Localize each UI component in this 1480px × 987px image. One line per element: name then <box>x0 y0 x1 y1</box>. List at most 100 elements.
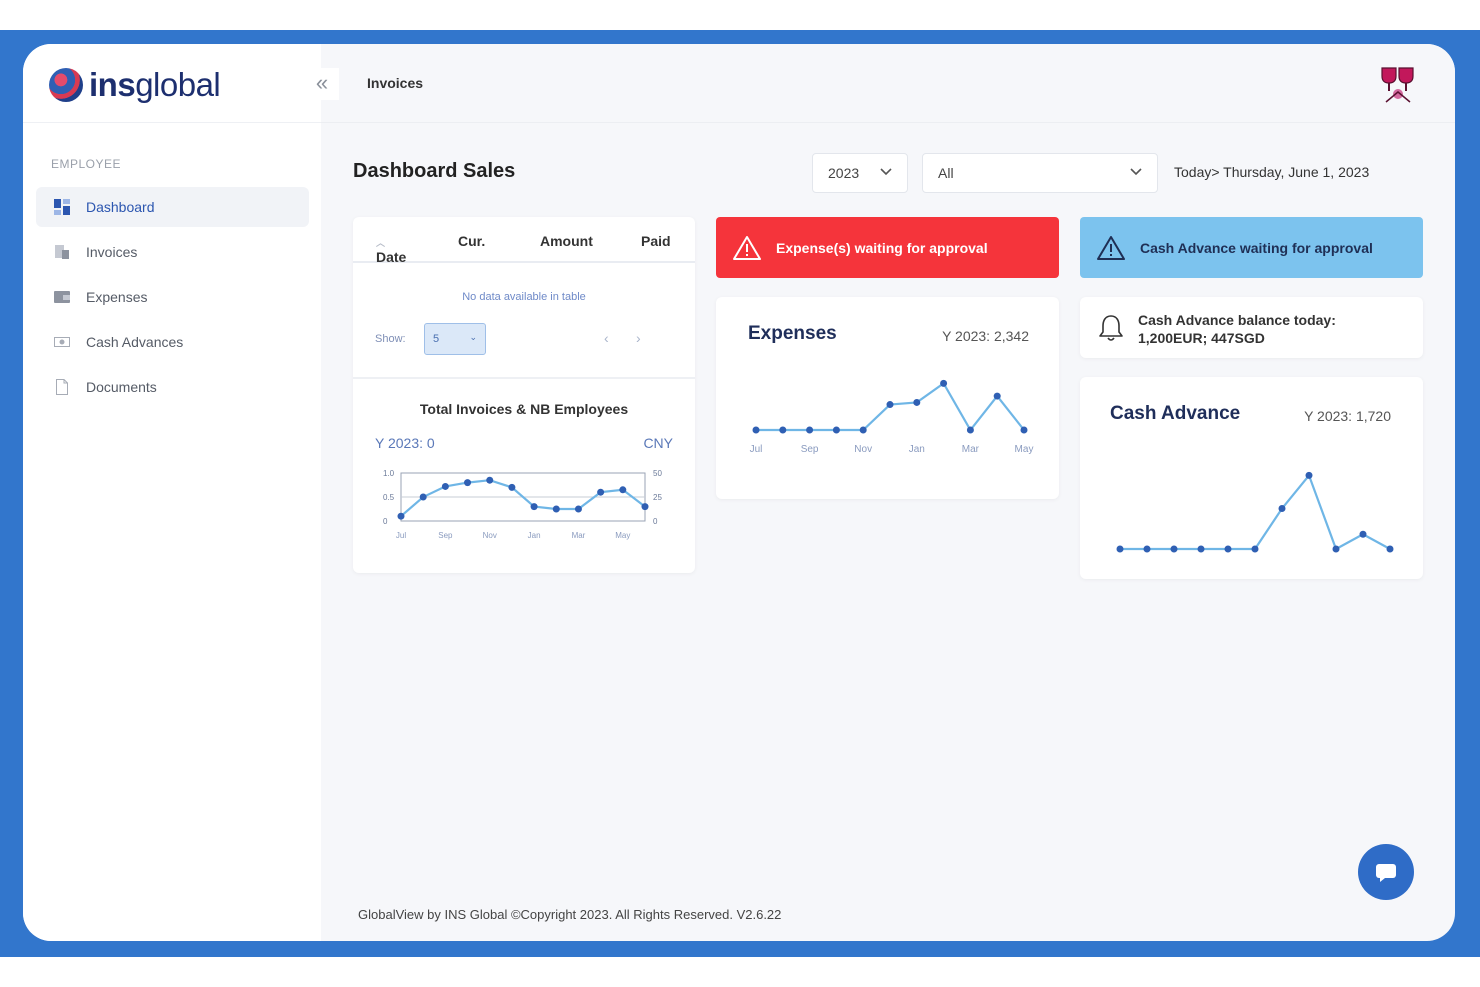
chat-button[interactable] <box>1358 844 1414 900</box>
sidebar-item-label: Cash Advances <box>86 334 184 350</box>
x-tick-label: Jul <box>750 444 763 455</box>
warning-icon <box>1097 235 1125 260</box>
document-icon <box>54 379 70 395</box>
y-tick-label-left: 0.5 <box>383 493 395 502</box>
data-point <box>1170 545 1178 553</box>
totals-year-value: Y 2023: 0 <box>375 435 435 451</box>
data-point <box>806 426 814 434</box>
previous-page-button[interactable]: ‹ <box>604 330 609 346</box>
cash-icon <box>54 334 70 350</box>
brand-logo[interactable]: insglobal <box>49 66 221 104</box>
page-size-select[interactable]: 5 ⌄ <box>424 323 486 355</box>
page-size-label: Show: <box>375 333 406 345</box>
data-point <box>486 476 494 484</box>
data-point <box>464 479 472 487</box>
topbar: Invoices <box>321 44 1455 123</box>
expenses-approval-alert[interactable]: Expense(s) waiting for approval <box>716 217 1059 278</box>
warning-icon <box>733 235 761 260</box>
expenses-year-value: Y 2023: 2,342 <box>942 328 1029 344</box>
today-date: Today> Thursday, June 1, 2023 <box>1174 164 1370 180</box>
collapse-sidebar-button[interactable]: « <box>305 68 339 100</box>
dashboard-icon <box>54 199 70 215</box>
data-point <box>530 503 538 511</box>
data-point <box>1278 505 1286 513</box>
sidebar-section-label: EMPLOYEE <box>51 157 122 171</box>
data-point <box>940 379 948 387</box>
data-point <box>419 493 427 501</box>
footer-copyright: GlobalView by INS Global ©Copyright 2023… <box>358 907 782 922</box>
column-date-header[interactable]: Date ︿ <box>376 233 406 265</box>
year-select[interactable]: 2023 <box>812 153 908 193</box>
next-page-button[interactable]: › <box>636 330 641 346</box>
table-empty-message: No data available in table <box>462 291 586 303</box>
data-point <box>1224 545 1232 553</box>
sidebar-item-expenses[interactable]: Expenses <box>36 277 309 317</box>
data-point <box>1359 530 1367 538</box>
sidebar-item-dashboard[interactable]: Dashboard <box>36 187 309 227</box>
chevron-left-icon: ‹ <box>604 330 609 346</box>
filter-select[interactable]: All <box>922 153 1158 193</box>
totals-line-chart: Jul Sep Nov Jan Mar May 1.0 0.5 0 50 25 0 <box>383 469 662 540</box>
x-tick-label: Jan <box>528 531 541 540</box>
y-tick-label-right: 50 <box>653 469 662 478</box>
cash-advance-approval-text: Cash Advance waiting for approval <box>1140 239 1373 256</box>
expenses-line-chart: Jul Sep Nov Jan Mar May <box>750 379 1034 455</box>
invoices-icon <box>54 244 70 260</box>
x-tick-label: Nov <box>854 444 872 455</box>
data-point <box>1143 545 1151 553</box>
sidebar-item-documents[interactable]: Documents <box>36 367 309 407</box>
column-amount-header[interactable]: Amount <box>540 233 593 249</box>
brand-name-bold: ins <box>89 66 136 103</box>
x-tick-label: Mar <box>962 444 980 455</box>
card-divider <box>353 377 695 379</box>
sidebar-divider <box>23 122 321 123</box>
brand-name: insglobal <box>89 66 221 104</box>
data-point <box>966 426 974 434</box>
chevron-down-icon: ⌄ <box>469 332 477 342</box>
balance-label: Cash Advance balance today: <box>1138 312 1336 328</box>
data-point <box>779 426 787 434</box>
double-chevron-left-icon: « <box>315 70 329 95</box>
x-tick-label: Sep <box>438 531 453 540</box>
data-point <box>619 486 627 494</box>
sidebar-item-cash-advances[interactable]: Cash Advances <box>36 322 309 362</box>
page-size-value: 5 <box>433 333 440 345</box>
topbar-title: Invoices <box>367 75 424 91</box>
column-currency-header[interactable]: Cur. <box>458 233 486 249</box>
table-header: Date ︿ Cur. Amount Paid <box>353 217 695 265</box>
sidebar-item-invoices[interactable]: Invoices <box>36 232 309 272</box>
cash-advance-card: Cash Advance Y 2023: 1,720 JulSepNovJanM… <box>1080 377 1423 579</box>
x-tick-label: Nov <box>483 531 497 540</box>
data-point <box>1386 545 1394 553</box>
x-tick-label: May <box>615 531 630 540</box>
data-point <box>441 482 449 490</box>
x-tick-label: May <box>1015 444 1034 455</box>
app-window: insglobal EMPLOYEE Dashboard Invoices <box>23 44 1455 941</box>
cash-advance-approval-alert[interactable]: Cash Advance waiting for approval <box>1080 217 1423 278</box>
page-title: Dashboard Sales <box>353 160 516 182</box>
totals-chart-title: Total Invoices & NB Employees <box>419 401 629 417</box>
totals-currency: CNY <box>643 435 673 451</box>
data-point <box>552 505 560 513</box>
data-point <box>752 426 760 434</box>
chevron-down-icon <box>1130 168 1142 176</box>
sidebar-item-label: Invoices <box>86 244 138 260</box>
cash-advance-year-value: Y 2023: 1,720 <box>1304 408 1391 424</box>
expenses-card: Expenses Y 2023: 2,342 Jul Sep Nov Jan Mar Ma… <box>716 297 1059 499</box>
brand-name-rest: global <box>135 66 221 103</box>
data-point <box>886 401 894 409</box>
sort-up-icon: ︿ <box>376 238 386 248</box>
data-point <box>508 483 516 491</box>
globe-logo-icon <box>49 68 83 102</box>
chevron-down-icon <box>880 168 892 176</box>
column-paid-header[interactable]: Paid <box>641 233 671 249</box>
sidebar-item-label: Documents <box>86 379 157 395</box>
data-point <box>1116 545 1124 553</box>
avatar[interactable] <box>1378 64 1418 104</box>
column-date-label: Date <box>376 249 407 265</box>
data-point <box>641 503 649 511</box>
cash-advance-title: Cash Advance <box>1110 403 1241 424</box>
y-tick-label-left: 1.0 <box>383 469 395 478</box>
year-select-value: 2023 <box>828 165 860 181</box>
